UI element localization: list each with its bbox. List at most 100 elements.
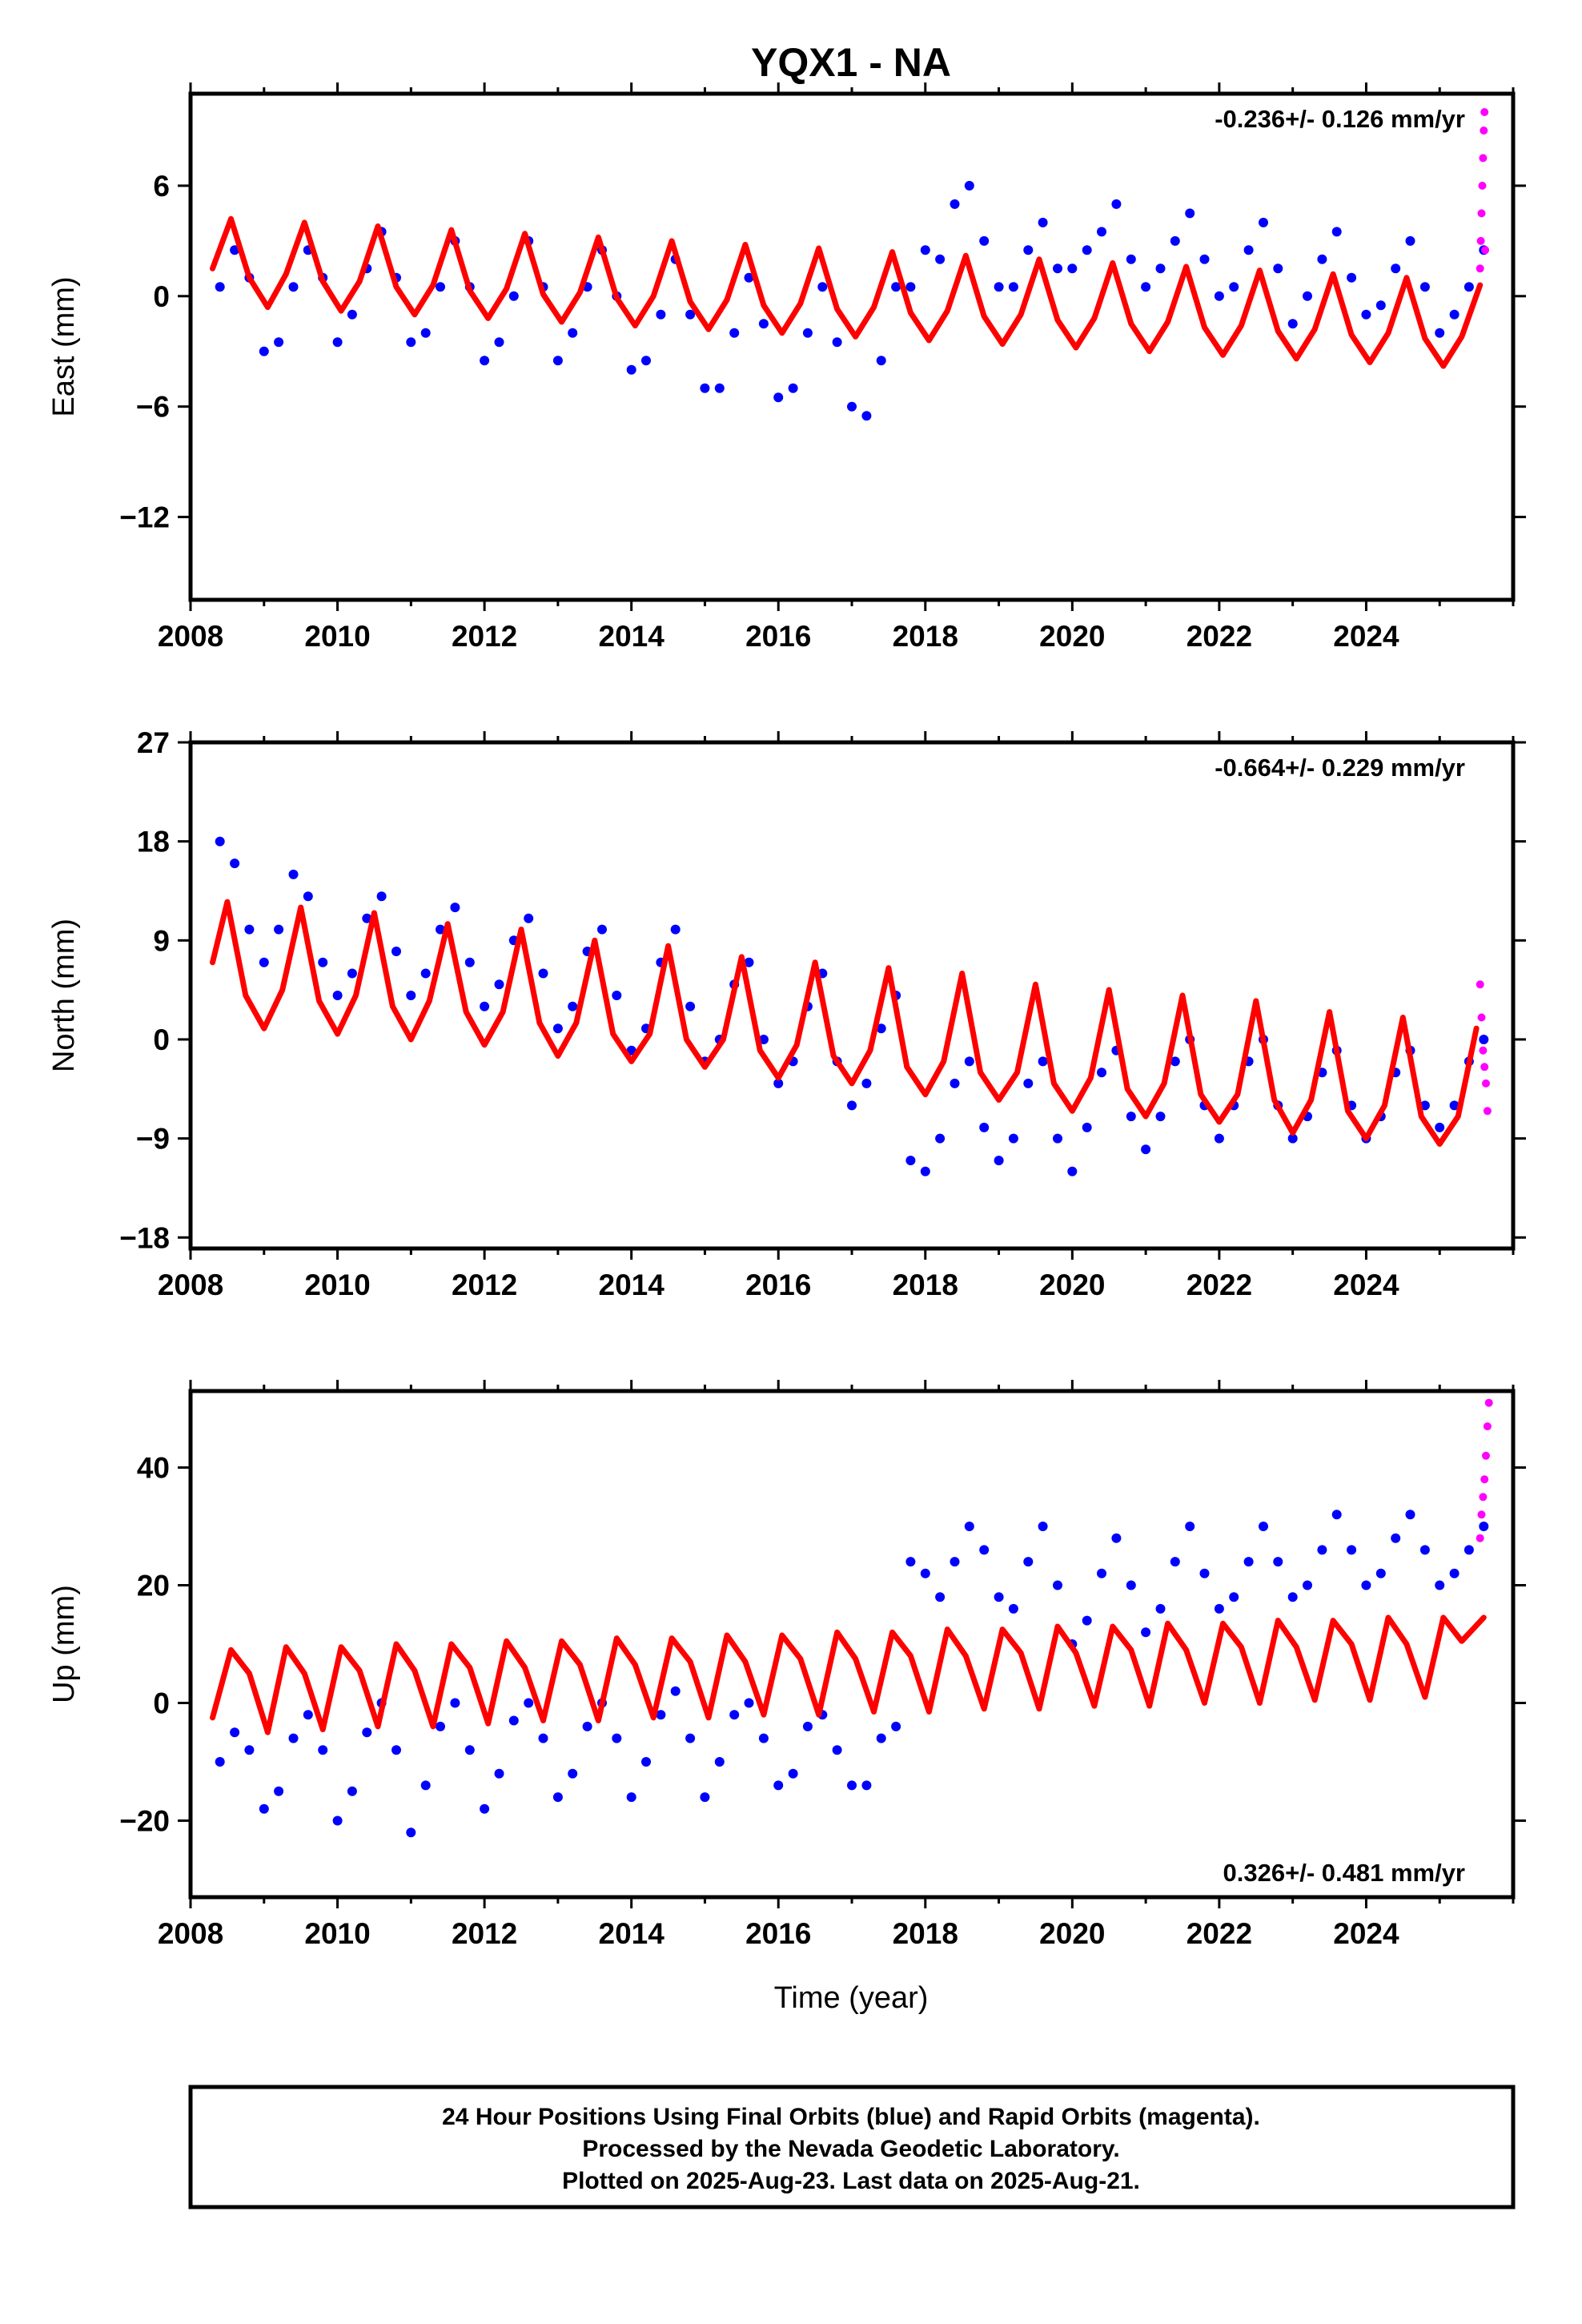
north-final-point [1067, 1166, 1078, 1176]
east-final-point [714, 383, 725, 393]
north-final-point [847, 1100, 857, 1111]
up-final-point [832, 1745, 842, 1755]
x-tick-label: 2024 [1333, 1269, 1399, 1301]
up-final-point [1229, 1592, 1239, 1602]
north-final-point [905, 1156, 916, 1166]
east-final-point [1435, 328, 1445, 338]
north-final-point [376, 891, 387, 902]
east-final-point [1067, 263, 1078, 274]
east-final-point [1097, 227, 1106, 237]
east-final-point [332, 337, 343, 348]
north-final-point [538, 968, 548, 979]
up-final-point [670, 1686, 681, 1696]
east-final-point [494, 337, 504, 348]
north-final-point [318, 957, 328, 967]
footer-line-2: Processed by the Nevada Geodetic Laborat… [582, 2136, 1119, 2162]
north-final-point [347, 968, 357, 979]
up-final-point [891, 1721, 901, 1731]
north-rapid-point [1479, 1046, 1488, 1055]
up-final-point [979, 1545, 990, 1555]
north-final-point [552, 1023, 563, 1034]
north-final-point [480, 1001, 490, 1011]
north-final-point [612, 991, 622, 1000]
east-final-point [1185, 208, 1195, 219]
east-final-point [876, 356, 886, 366]
x-tick-label: 2022 [1186, 1269, 1252, 1301]
north-final-point [758, 1035, 769, 1044]
north-rate-annotation: -0.664+/- 0.229 mm/yr [1215, 754, 1465, 782]
north-final-point [259, 957, 269, 967]
north-final-point [950, 1078, 960, 1088]
up-final-point [920, 1568, 930, 1578]
up-final-point [1082, 1615, 1092, 1626]
east-final-point [1405, 235, 1415, 246]
y-tick-label: −12 [119, 501, 170, 534]
x-tick-label: 2014 [599, 1269, 665, 1301]
up-final-point [524, 1698, 534, 1708]
up-final-point [274, 1786, 284, 1796]
north-model-line [210, 899, 1480, 1147]
east-rapid-point [1478, 181, 1487, 190]
east-final-point [1391, 263, 1401, 274]
north-final-point [861, 1078, 872, 1088]
up-data-layer [210, 1398, 1493, 1838]
north-final-point [1479, 1035, 1489, 1044]
up-final-point [788, 1768, 798, 1779]
north-final-point [230, 858, 240, 869]
east-final-point [436, 282, 445, 292]
y-tick-label: 0 [153, 1687, 170, 1719]
east-final-point [1038, 217, 1048, 227]
east-final-point [1287, 319, 1298, 329]
north-final-point [464, 957, 475, 967]
up-final-point [568, 1768, 578, 1779]
east-final-point [1317, 254, 1327, 264]
up-rapid-point [1479, 1493, 1488, 1502]
east-rapid-point [1480, 108, 1489, 116]
up-final-point [1391, 1533, 1401, 1543]
x-tick-label: 2024 [1333, 620, 1399, 653]
east-rapid-point [1481, 246, 1490, 255]
east-final-point [891, 282, 901, 292]
north-final-point [964, 1056, 974, 1067]
north-final-point [1023, 1078, 1034, 1088]
east-final-point [1464, 282, 1474, 292]
up-final-point [1331, 1510, 1342, 1520]
north-final-point [524, 913, 534, 923]
east-final-point [288, 282, 299, 292]
east-final-point [1273, 263, 1283, 274]
east-final-point [347, 309, 357, 320]
north-rapid-point [1480, 1063, 1489, 1072]
up-final-point [288, 1733, 299, 1743]
east-final-point [979, 235, 990, 246]
up-final-point [935, 1592, 946, 1602]
north-final-point [1126, 1112, 1136, 1122]
up-final-point [847, 1780, 857, 1791]
up-final-point [464, 1745, 475, 1755]
up-final-point [406, 1827, 416, 1838]
y-tick-label: 18 [137, 826, 170, 858]
up-final-point [950, 1557, 960, 1567]
up-final-point [876, 1733, 886, 1743]
east-final-point [420, 328, 431, 338]
north-final-point [568, 1001, 578, 1011]
east-final-point [1375, 300, 1386, 311]
up-final-point [1097, 1568, 1106, 1578]
east-final-point [729, 328, 740, 338]
up-final-point [641, 1757, 651, 1767]
up-final-point [362, 1727, 372, 1738]
up-final-point [626, 1792, 636, 1803]
up-final-point [905, 1557, 916, 1567]
up-final-point [494, 1768, 504, 1779]
up-rapid-point [1482, 1451, 1490, 1460]
up-y-axis-label: Up (mm) [47, 1585, 81, 1703]
north-final-point [244, 924, 255, 935]
up-final-point [1464, 1545, 1474, 1555]
x-tick-label: 2018 [893, 620, 958, 653]
footer-line-1: 24 Hour Positions Using Final Orbits (bl… [442, 2104, 1260, 2130]
up-final-point [508, 1715, 519, 1726]
east-final-point [568, 328, 578, 338]
north-final-point [920, 1166, 930, 1176]
east-final-point [847, 401, 857, 412]
up-final-point [1170, 1557, 1180, 1567]
up-final-point [259, 1803, 269, 1814]
